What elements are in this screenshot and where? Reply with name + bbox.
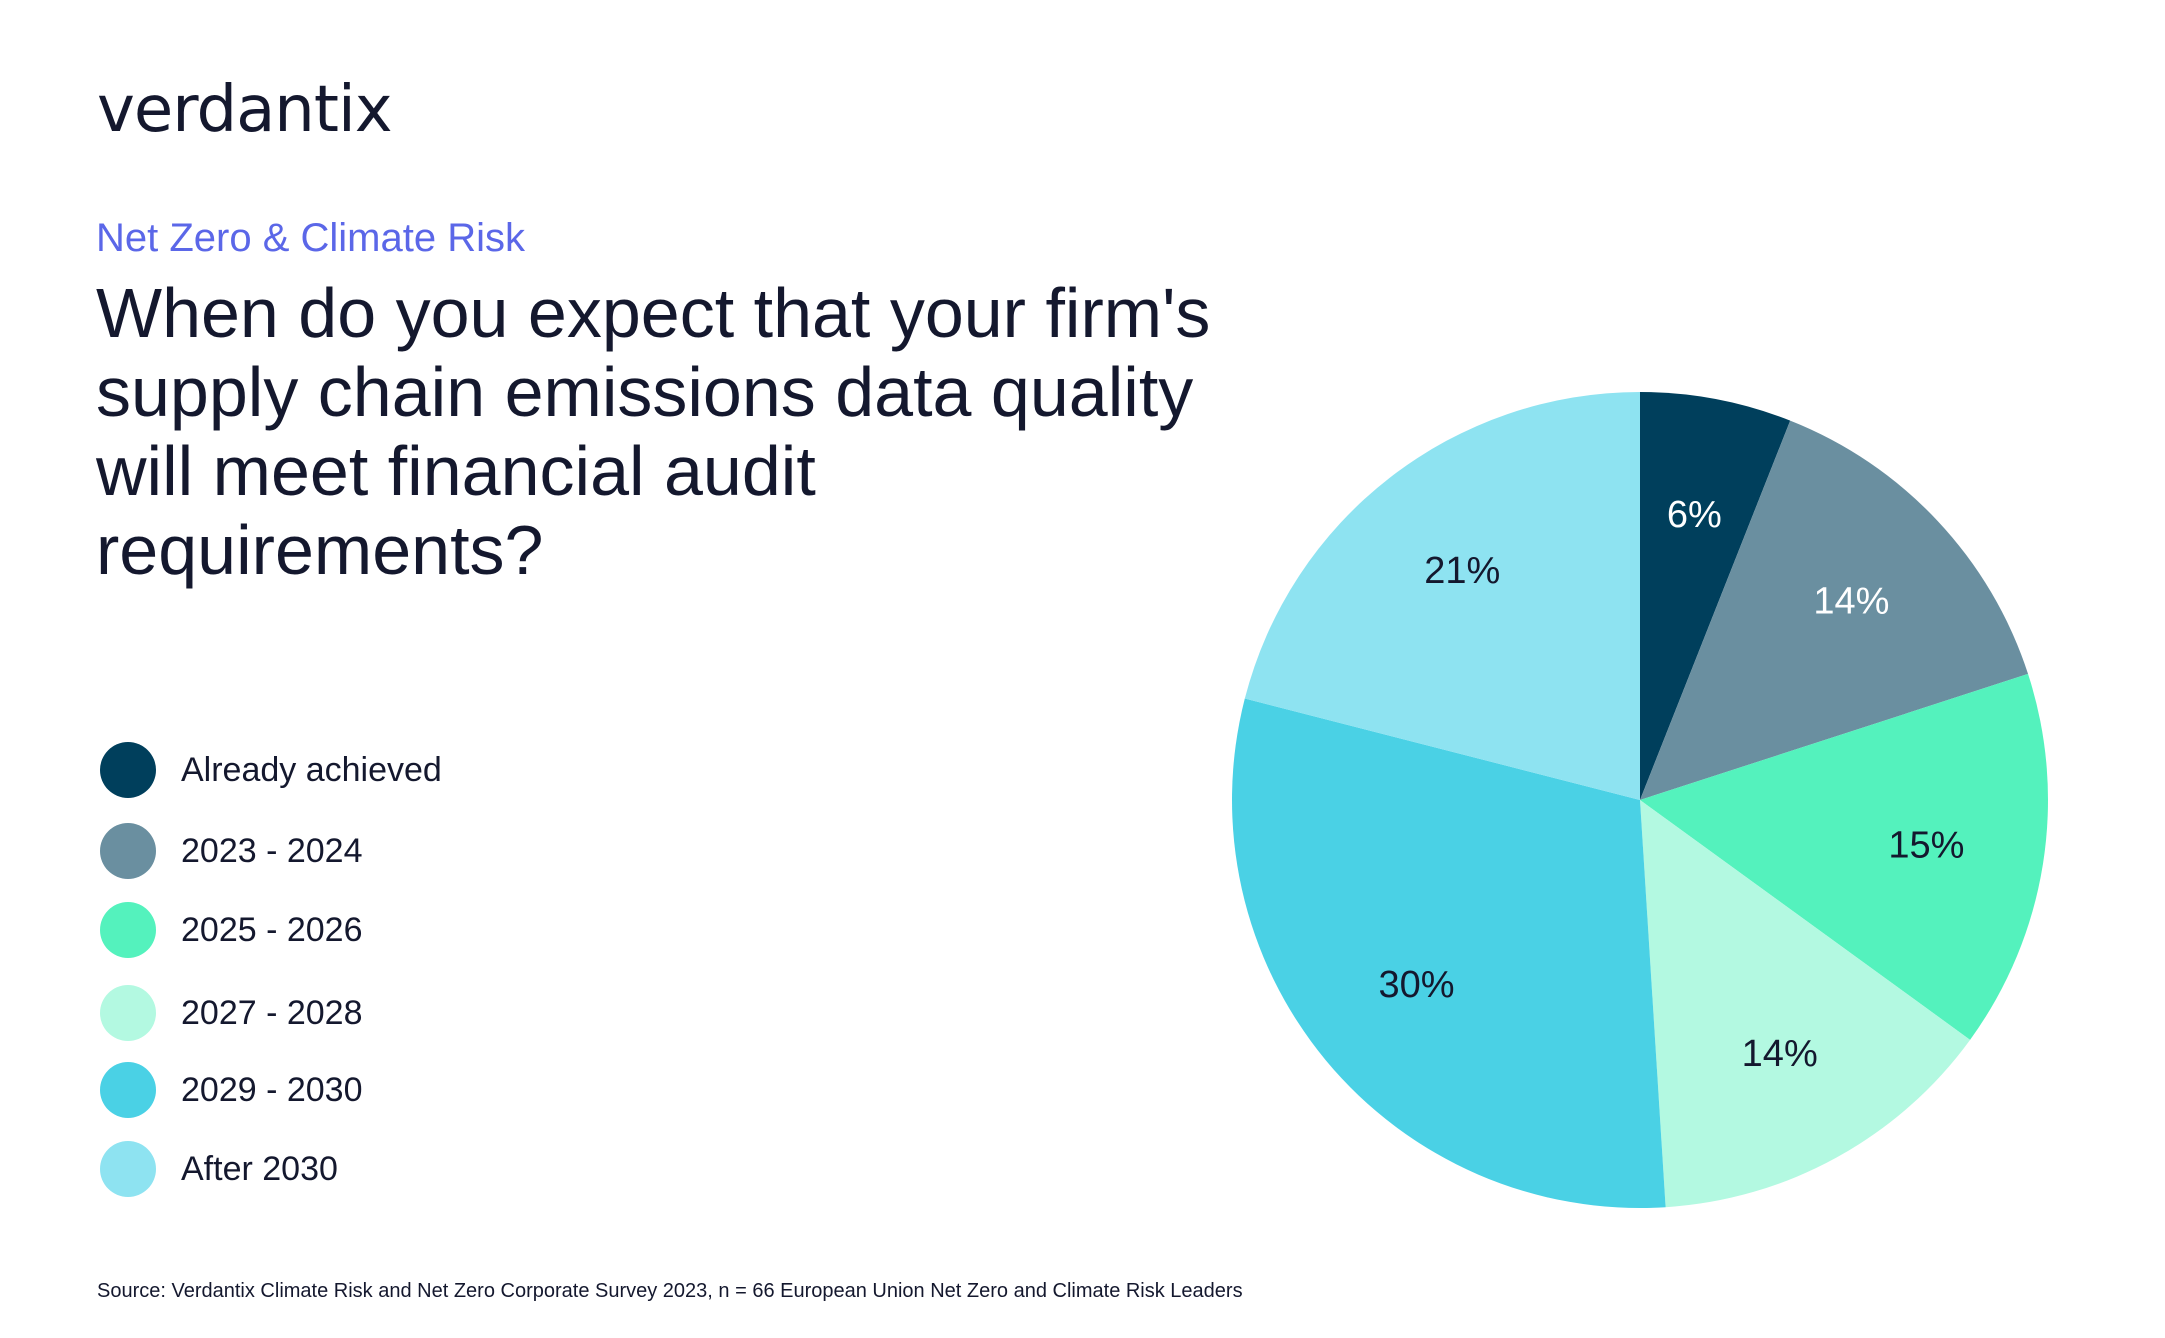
pie-slice-2029-2030	[1232, 698, 1666, 1208]
pie-slice-after-2030	[1244, 392, 1640, 800]
pie-chart: 6% 14% 15% 14% 30% 21%	[1232, 392, 2049, 1208]
legend-label: 2027 - 2028	[181, 994, 363, 1032]
category-label: Net Zero & Climate Risk	[96, 216, 525, 260]
legend-swatch	[100, 902, 156, 958]
legend-swatch	[100, 742, 156, 798]
legend-label: 2023 - 2024	[181, 832, 363, 870]
legend-label: Already achieved	[181, 751, 442, 789]
pie-slice-2027-2028	[1640, 800, 1971, 1208]
pie-data-label: 14%	[1742, 1033, 1818, 1075]
legend-swatch	[100, 1141, 156, 1197]
pie-data-label: 6%	[1667, 494, 1722, 536]
pie-slice-2025-2026	[1640, 673, 2049, 1040]
source-note: Source: Verdantix Climate Risk and Net Z…	[97, 1280, 1243, 1302]
pie-data-label: 30%	[1379, 964, 1455, 1006]
verdantix-logo: verdantix	[97, 73, 393, 147]
pie-data-label: 14%	[1813, 580, 1889, 622]
legend-swatch	[100, 985, 156, 1041]
pie-chart-container: 6% 14% 15% 14% 30% 21%	[1230, 390, 2050, 1210]
pie-data-label: 21%	[1424, 550, 1500, 592]
legend-swatch	[100, 823, 156, 879]
legend-swatch	[100, 1062, 156, 1118]
legend-label: 2025 - 2026	[181, 911, 363, 949]
pie-data-label: 15%	[1888, 824, 1964, 866]
legend-label: After 2030	[181, 1150, 338, 1188]
pie-slice-already-achieved	[1640, 392, 1791, 800]
legend-label: 2029 - 2030	[181, 1071, 363, 1109]
chart-question-title: When do you expect that your firm's supp…	[96, 274, 1211, 589]
pie-slice-2023-2024	[1640, 420, 2029, 800]
